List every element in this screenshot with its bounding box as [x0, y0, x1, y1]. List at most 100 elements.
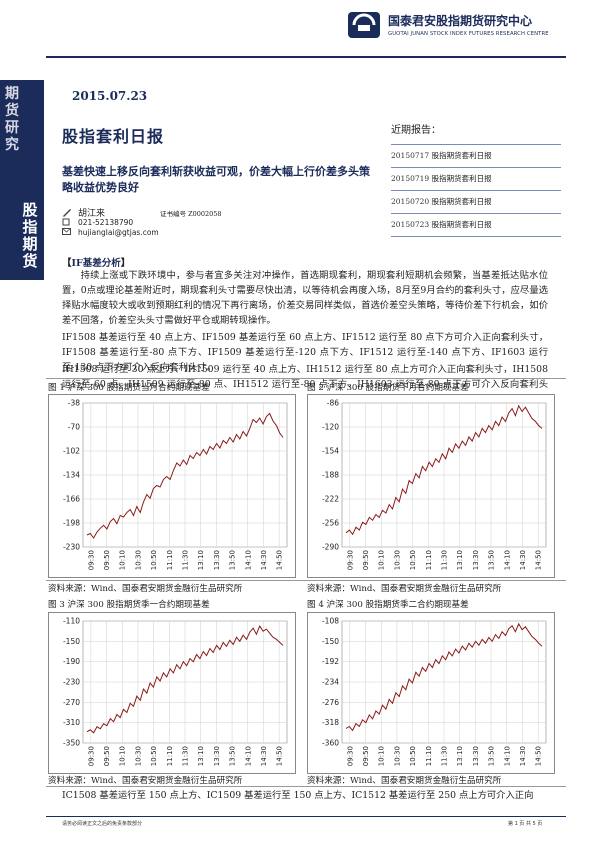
divider — [391, 236, 561, 237]
x-tick-label: 09:50 — [103, 550, 111, 570]
y-tick-label: -222 — [322, 495, 339, 504]
x-tick-label: 14:50 — [535, 746, 543, 766]
chart-if-quarter-1: -110 -150 -190 -230 -270 -310 -350 09:30 09:50 10… — [48, 612, 296, 774]
figure-source: 资料来源：Wind、国泰君安期货金融衍生品研究所 — [48, 584, 243, 594]
pen-icon — [63, 209, 71, 217]
x-tick-label: 09:50 — [362, 550, 370, 570]
x-tick-label: 13:50 — [488, 550, 496, 570]
y-tick-label: -70 — [68, 423, 80, 432]
divider — [46, 580, 566, 581]
x-tick-label: 09:50 — [103, 746, 111, 766]
x-tick-label: 14:10 — [244, 746, 252, 766]
x-tick-label: 11:10 — [425, 746, 433, 766]
x-tick-label: 13:30 — [472, 550, 480, 570]
report-item-date: 20150717 — [391, 151, 430, 160]
report-item-name: 股指期货套利日报 — [431, 197, 492, 206]
x-tick-label: 13:30 — [213, 550, 221, 570]
paragraph-overview: 持续上涨或下跌环境中，参与者宜多关注对冲操作，首选期现套利，期现套利短期机会频繁… — [62, 270, 548, 326]
divider — [46, 378, 566, 379]
report-item-name: 股指期货套利日报 — [431, 174, 492, 183]
recent-report-item[interactable]: 20150723 股指期货套利日报 — [391, 214, 566, 236]
y-tick-label: -166 — [63, 495, 80, 504]
x-tick-label: 10:10 — [119, 746, 127, 766]
report-subtitle: 基差快速上移反向套利斩获收益可观，价差大幅上行价差多头策略收益优势良好 — [62, 165, 370, 194]
footer-disclaimer: 请务必阅读正文之后的免责条款部分 — [62, 821, 143, 827]
recent-report-item[interactable]: 20150719 股指期货套利日报 — [391, 168, 566, 190]
x-tick-label: 09:30 — [87, 746, 95, 766]
report-item-name: 股指期货套利日报 — [431, 151, 492, 160]
x-tick-label: 10:10 — [378, 746, 386, 766]
x-tick-label: 10:30 — [134, 746, 142, 766]
author-email[interactable]: hujianglai@gtjas.com — [78, 228, 159, 237]
y-tick-label: -120 — [322, 423, 339, 432]
report-item-date: 20150723 — [391, 220, 430, 229]
mail-icon — [62, 228, 71, 235]
section-heading-text: IF基差分析 — [71, 258, 121, 269]
x-tick-label: 09:30 — [87, 550, 95, 570]
divider — [391, 213, 561, 214]
x-tick-label: 10:30 — [393, 746, 401, 766]
y-tick-label: -310 — [63, 718, 80, 727]
section-heading: 【IF基差分析】 — [62, 258, 131, 269]
recent-report-item[interactable]: 20150717 股指期货套利日报 — [391, 145, 566, 167]
chart-svg: -110 -150 -190 -230 -270 -310 -350 09:30 09:50 10… — [63, 617, 288, 766]
series-line — [86, 412, 284, 539]
report-item-date: 20150720 — [391, 197, 430, 206]
chart-if-next-month: -86 -120 -154 -188 -222 -256 -290 09:30 09:50 10:… — [307, 394, 555, 578]
chart-if-quarter-2: -108 -150 -192 -234 -276 -318 -360 09:30 09:50 10… — [307, 612, 555, 774]
figure-caption: 图 2 沪深 300 股指期货下月合约期现基差 — [307, 383, 469, 393]
x-tick-label: 11:10 — [425, 550, 433, 570]
x-tick-label: 13:10 — [456, 550, 464, 570]
figure-caption: 图 4 沪深 300 股指期货季二合约期现基差 — [307, 600, 469, 610]
author-cert: 证书编号 Z0002058 — [160, 210, 222, 218]
y-tick-label: -230 — [63, 678, 80, 687]
author-name: 胡江来 — [78, 209, 106, 219]
chart-svg: -38 -70 -102 -134 -166 -198 -230 09:30 09:50 10:1… — [63, 399, 288, 570]
report-date: 2015.07.23 — [72, 89, 148, 103]
x-tick-label: 13:30 — [472, 746, 480, 766]
series-line — [345, 622, 543, 732]
y-tick-label: -234 — [322, 678, 339, 687]
y-tick-label: -110 — [63, 617, 80, 626]
figure-source: 资料来源：Wind、国泰君安期货金融衍生品研究所 — [48, 776, 243, 786]
x-tick-label: 14:10 — [503, 746, 511, 766]
y-tick-label: -318 — [322, 718, 339, 727]
y-tick-label: -102 — [63, 447, 80, 456]
x-tick-label: 13:10 — [456, 746, 464, 766]
page-number: 第 1 页 共 5 页 — [508, 821, 543, 827]
y-tick-label: -150 — [322, 637, 339, 646]
x-tick-label: 14:10 — [503, 550, 511, 570]
y-tick-label: -256 — [322, 519, 339, 528]
x-tick-label: 10:50 — [409, 746, 417, 766]
recent-report-item[interactable]: 20150720 股指期货套利日报 — [391, 191, 566, 213]
phone-icon — [62, 218, 70, 226]
y-tick-label: -108 — [322, 617, 339, 626]
x-tick-label: 11:30 — [182, 746, 190, 766]
x-tick-label: 14:30 — [519, 550, 527, 570]
report-item-date: 20150719 — [391, 174, 430, 183]
x-tick-label: 09:50 — [362, 746, 370, 766]
figure-source: 资料来源：Wind、国泰君安期货金融衍生品研究所 — [307, 776, 502, 786]
recent-reports: 近期报告： 20150717 股指期货套利日报 20150719 股指期货套利日… — [391, 121, 566, 237]
y-tick-label: -198 — [63, 519, 80, 528]
side-band: 期货研究 股指期货 — [0, 80, 44, 280]
footer-divider — [46, 816, 566, 817]
chart-if-current-month: -38 -70 -102 -134 -166 -198 -230 09:30 09:50 10:1… — [48, 394, 296, 578]
x-tick-label: 13:10 — [197, 550, 205, 570]
x-tick-label: 09:30 — [346, 746, 354, 766]
divider — [391, 167, 561, 168]
x-tick-label: 11:10 — [166, 746, 174, 766]
x-tick-label: 14:10 — [244, 550, 252, 570]
x-tick-label: 11:30 — [182, 550, 190, 570]
series-line — [86, 625, 284, 734]
x-tick-label: 10:50 — [150, 550, 158, 570]
series-line — [345, 404, 543, 536]
x-tick-label: 13:10 — [197, 746, 205, 766]
org-name-cn: 国泰君安股指期货研究中心 — [388, 14, 533, 28]
y-tick-label: -154 — [322, 447, 339, 456]
y-tick-label: -290 — [322, 543, 339, 552]
y-tick-label: -276 — [322, 698, 339, 707]
x-tick-label: 14:50 — [276, 746, 284, 766]
y-tick-label: -350 — [63, 739, 80, 748]
divider — [391, 190, 561, 191]
